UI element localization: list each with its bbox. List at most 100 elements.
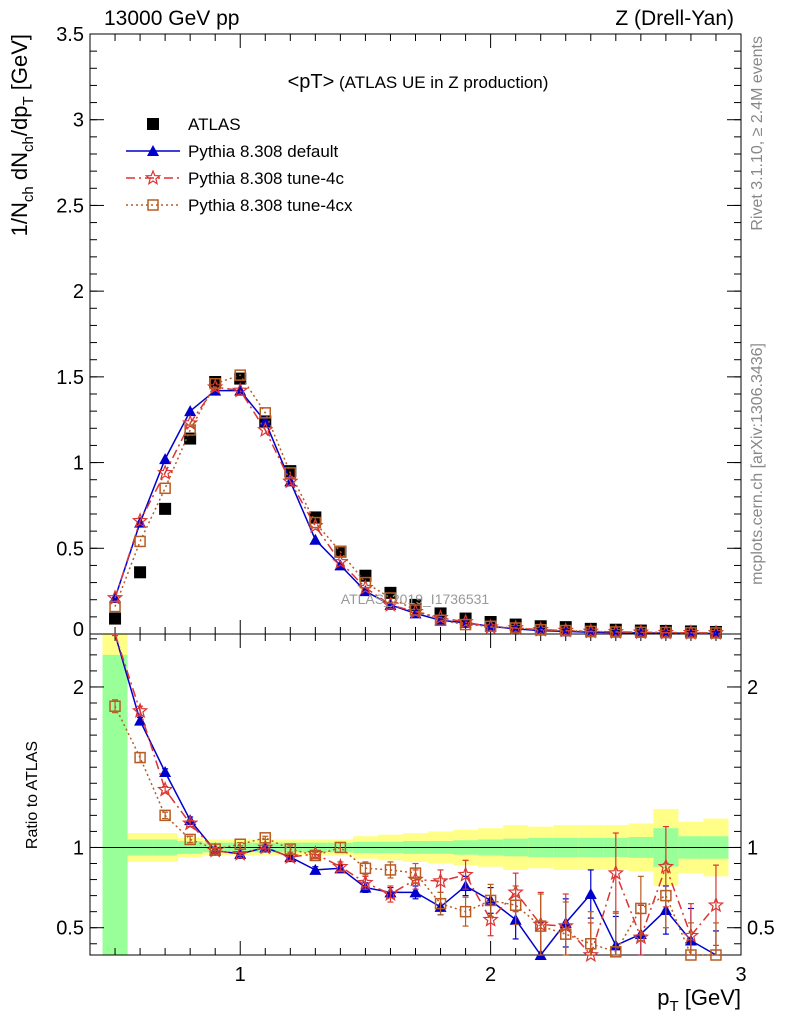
ratio-series-2-point [559, 928, 572, 940]
main-series-2-point [332, 553, 349, 570]
x-axis-label: pT [GeV] [657, 985, 741, 1015]
y-tick-label: 3.5 [56, 24, 84, 46]
main-series-3-point [334, 545, 347, 558]
y-tick-label: 0 [73, 619, 84, 641]
ratio-y-tick-label: 0.5 [56, 918, 84, 940]
ratio-series-1-line [114, 633, 717, 957]
plot-title: <pT> (ATLAS UE in Z production) [288, 71, 549, 93]
y-axis-label: 1/Nch dNch/dpT [GeV] [7, 34, 37, 236]
ratio-y-tick-label-right: 1 [747, 837, 758, 859]
main-series-3-point [710, 627, 722, 639]
main-series-3-point [660, 626, 672, 639]
main-series-3-point [585, 625, 597, 638]
rivet-version-text: Rivet 3.1.10, ≥ 2.4M events [749, 36, 766, 231]
ratio-series-2-point [434, 897, 447, 910]
main-series-2-point [156, 464, 174, 480]
ratio-series-2-point [409, 867, 422, 879]
label-layer: 00.511.522.533.50.5 0.51 12 21 2 3pT [GeV]1/N… [7, 24, 775, 1015]
x-tick-label: 3 [735, 964, 746, 986]
legend-entry-label: ATLAS [188, 115, 241, 134]
main-series-3-point [109, 600, 121, 613]
ratio-uncertainty-bands [102, 634, 729, 955]
ratio-series-1-point [332, 858, 349, 874]
ratio-y-tick-label: 1 [73, 837, 84, 859]
main-series-3-point [259, 407, 272, 419]
main-series-2-point [256, 421, 274, 438]
main-series-layer [106, 369, 725, 640]
ratio-series-0-point [159, 766, 172, 778]
ratio-series-layer [109, 633, 725, 963]
ratio-series-2-point [585, 938, 597, 950]
main-series-3-point [209, 377, 221, 390]
ratio-series-1-point [357, 874, 374, 890]
y-tick-label: 0.5 [56, 538, 84, 560]
main-series-2-point [232, 381, 249, 398]
ratio-series-1-point [382, 885, 399, 902]
legend-entry-label: Pythia 8.308 default [188, 142, 339, 161]
main-series-3-point [409, 604, 422, 616]
main-series-3-point [610, 626, 622, 638]
main-series-1-point [309, 533, 322, 545]
main-series-0-point [109, 612, 122, 625]
ratio-series-2-point [309, 849, 322, 862]
ratio-y-tick-label-right: 2 [747, 677, 758, 699]
main-series-0-point [134, 566, 147, 579]
main-series-3-point [359, 576, 372, 589]
ratio-series-2-point [284, 843, 297, 855]
analysis-label: ATLAS_2019_I1736531 [341, 591, 490, 607]
ratio-series-2-point [359, 862, 372, 875]
ratio-series-1-point [131, 702, 149, 719]
y-tick-label: 2 [73, 281, 84, 303]
ratio-series-2-point [234, 838, 246, 851]
main-series-1-point [184, 405, 197, 417]
ratio-series-2-point [109, 700, 121, 712]
main-series-0-point [234, 372, 247, 385]
main-series-3-point [234, 369, 246, 381]
legend-marker [147, 199, 159, 211]
main-series-3-point [459, 618, 472, 631]
ratio-series-1-point [607, 864, 625, 881]
legend-marker [147, 145, 159, 156]
main-series-3-point [159, 482, 171, 495]
legend-marker [147, 118, 159, 130]
ratio-series-2-point [635, 902, 647, 915]
ratio-series-2-point [159, 809, 171, 822]
legend-entry-label: Pythia 8.308 tune-4c [188, 169, 344, 188]
main-series-3-line [114, 374, 717, 634]
ratio-series-2-point [660, 889, 672, 902]
ratio-series-1-point [156, 781, 174, 797]
ratio-series-2-point [134, 751, 146, 764]
main-series-3-point [184, 424, 196, 436]
ratio-series-2-point [710, 949, 722, 961]
legend-entry-label: Pythia 8.308 tune-4cx [188, 196, 353, 215]
ratio-series-1-point [457, 866, 474, 882]
ratio-series-2-point [484, 894, 497, 907]
ratio-panel-frame [89, 633, 742, 956]
ratio-series-2-point [610, 946, 622, 958]
ratio-series-2-point [459, 905, 472, 918]
ratio-series-0-point [134, 714, 147, 726]
legend: ATLAS Pythia 8.308 default Pythia 8.308 tu… [126, 115, 353, 215]
ratio-series-1-point [432, 872, 449, 889]
x-tick-label: 1 [235, 964, 246, 986]
legend-marker [144, 169, 162, 186]
ratio-y-axis-label: Ratio to ATLAS [24, 741, 41, 849]
ratio-series-2-point [509, 899, 522, 911]
header-right: Z (Drell-Yan) [615, 7, 734, 30]
main-series-3-point [484, 620, 497, 633]
ratio-series-1-point [181, 814, 199, 831]
ratio-series-2-point [534, 920, 547, 932]
header-left: 13000 GeV pp [104, 7, 240, 30]
x-tick-label: 2 [485, 964, 496, 986]
main-series-3-point [685, 627, 697, 639]
main-series-1-point [159, 453, 172, 465]
main-series-3-point [309, 516, 322, 529]
ratio-series-1-point [482, 911, 499, 927]
ratio-y-tick-label-right: 0.5 [747, 918, 775, 940]
ratio-series-2-point [209, 843, 221, 855]
ratio-series-2-point [384, 864, 397, 876]
mcplots-source-text: mcplots.cern.ch [arXiv:1306.3436] [749, 343, 766, 585]
y-tick-label: 2.5 [56, 195, 84, 217]
main-series-3-point [635, 626, 647, 639]
